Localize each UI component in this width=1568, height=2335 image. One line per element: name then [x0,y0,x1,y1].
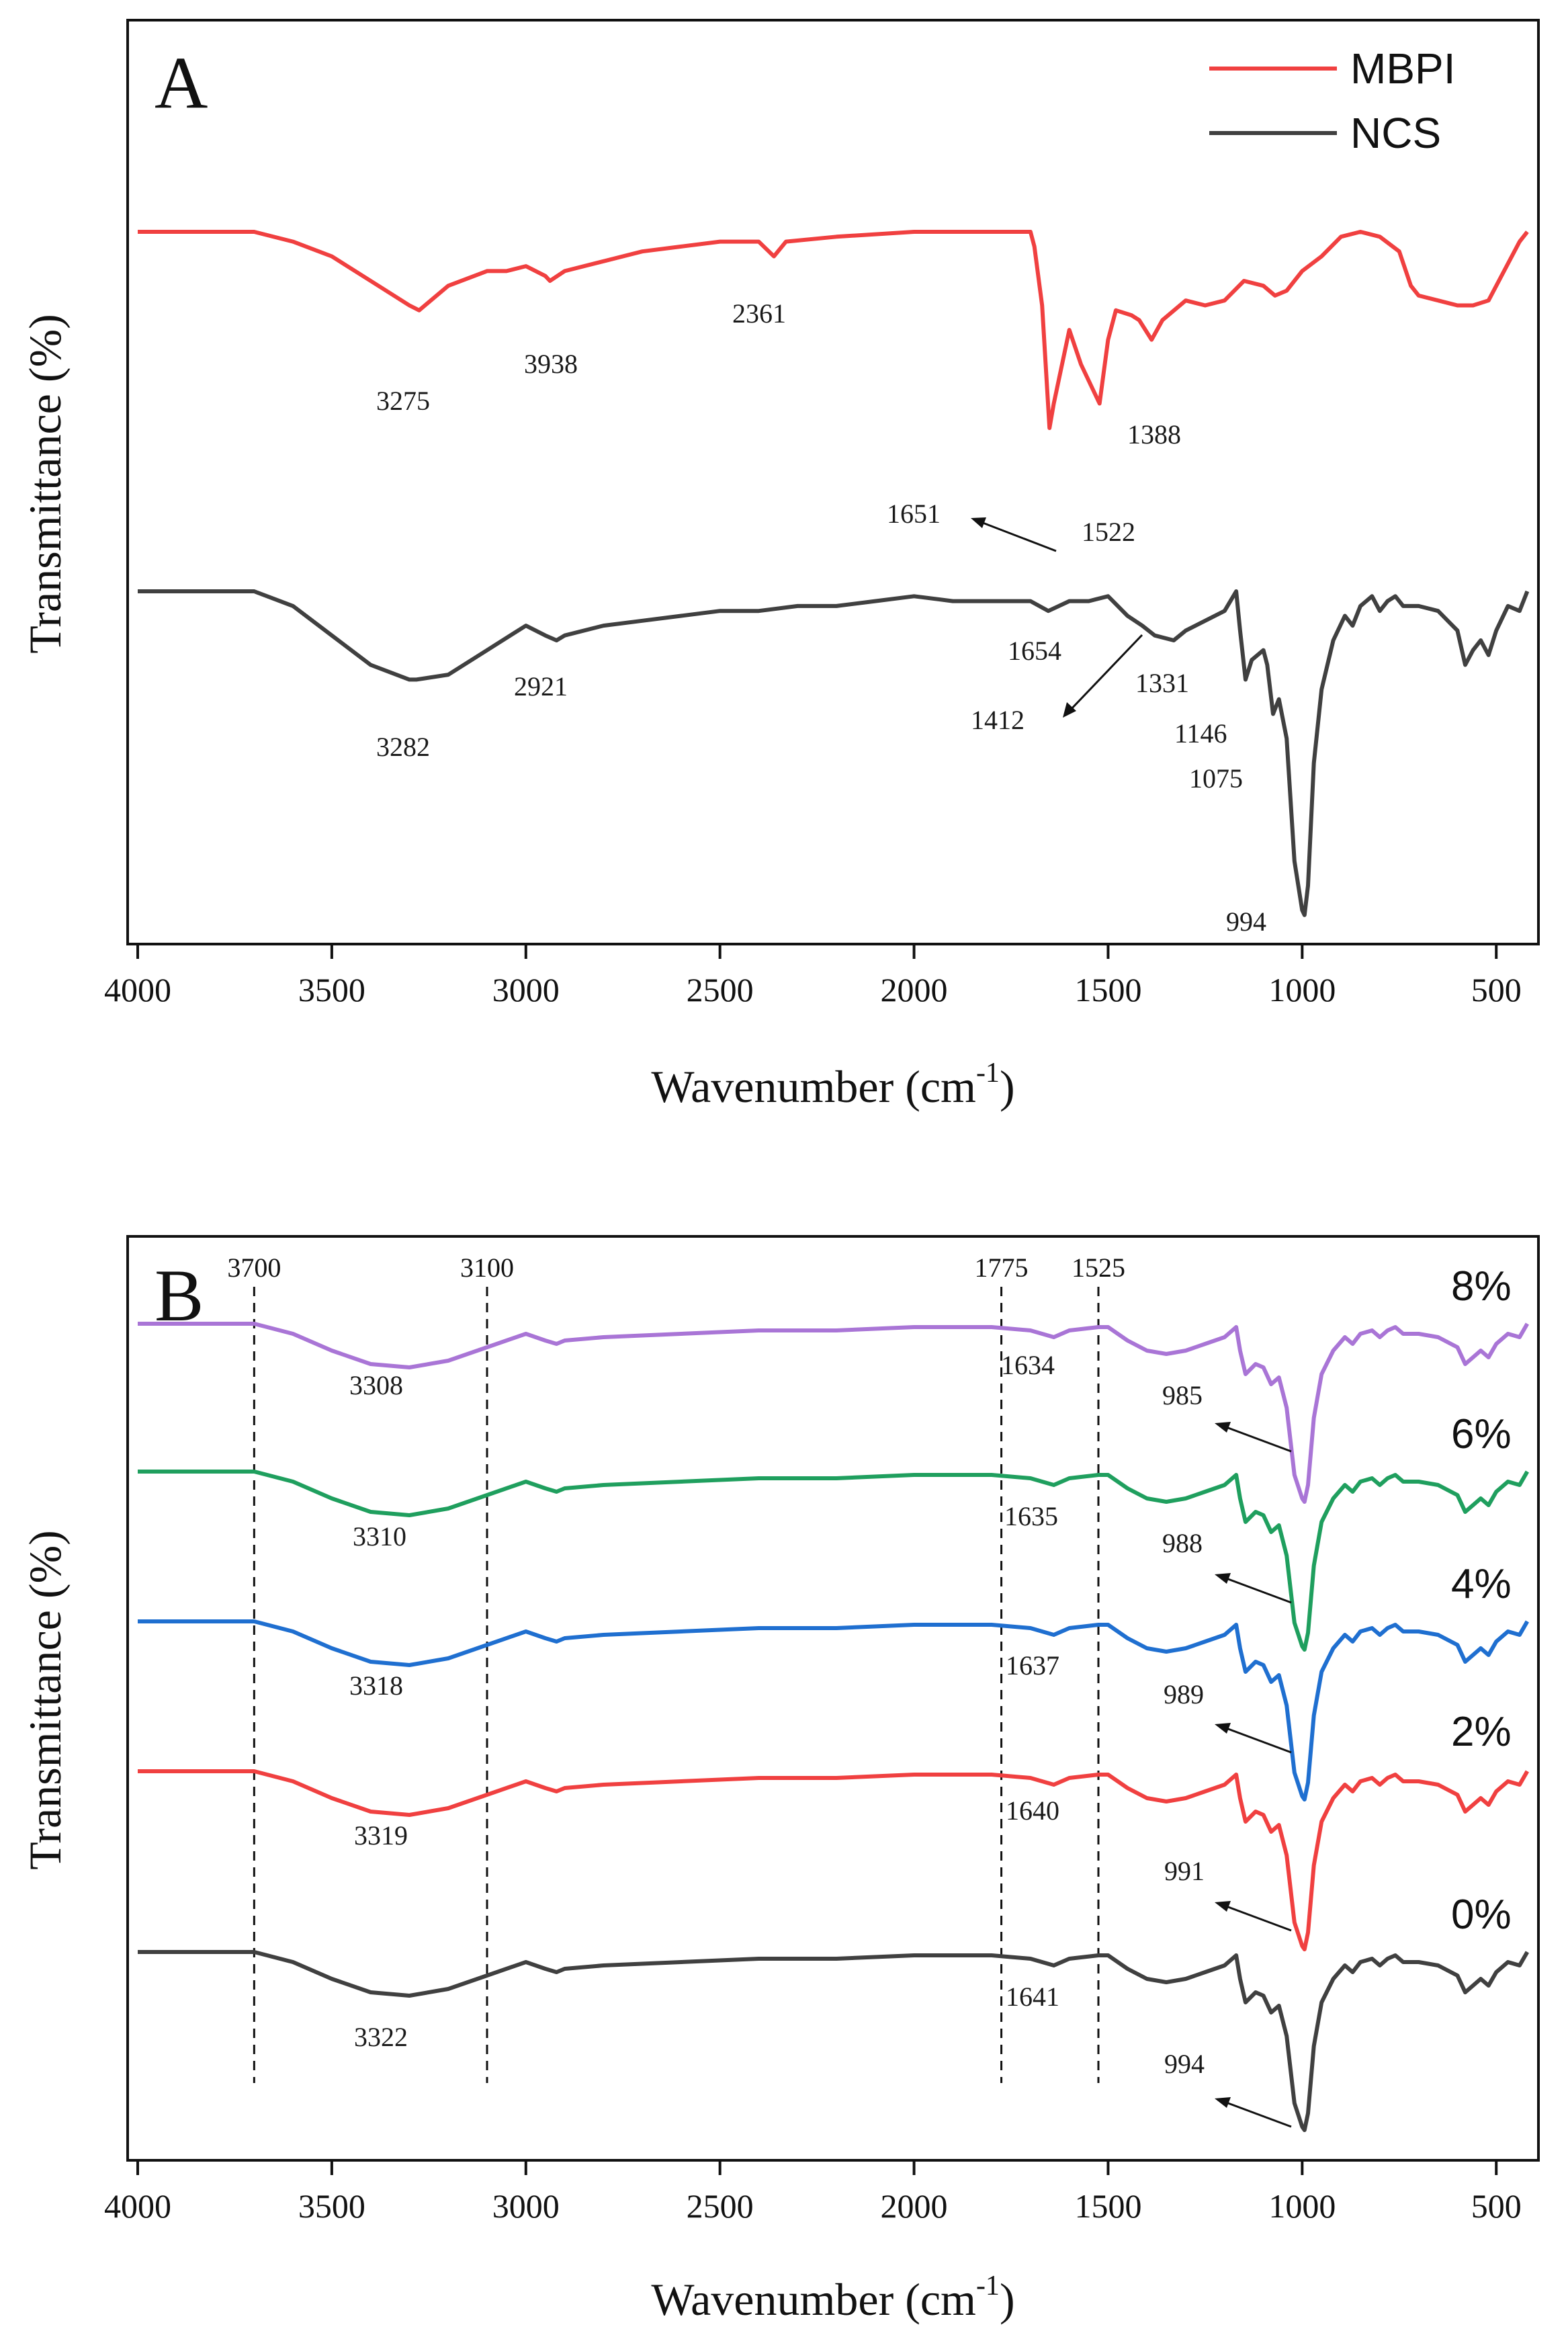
annotation-arrow [1222,1425,1292,1453]
x-axis-label-end: ) [1000,2274,1015,2325]
annotation-arrow [1222,1904,1292,1932]
annotation-arrowhead [1215,1422,1231,1433]
x-tick-label: 2000 [881,2187,948,2225]
peak-label: 1640 [1006,1795,1059,1826]
legend-label-mbpi: MBPI [1350,44,1455,93]
x-axis-label-sup: -1 [976,1058,1000,1089]
panel-a-frame [126,19,1540,945]
x-axis-label: Wavenumber (cm-1) [651,1058,1014,1112]
peak-label: 3938 [524,349,578,379]
x-tick-label: 2500 [687,971,754,1009]
panel-a-letter: A [155,42,208,124]
x-tick-label: 3500 [298,971,365,1009]
peak-label: 1635 [1004,1501,1058,1531]
x-axis-label-main: Wavenumber (cm [651,1061,976,1112]
dashed-guide-label: 1525 [1072,1253,1125,1283]
peak-label: 1412 [971,705,1025,735]
peak-label: 1331 [1135,668,1189,698]
y-axis-label: Transmittance (%) [19,1530,71,1869]
peak-label: 3275 [376,386,430,416]
peak-label: 985 [1162,1380,1203,1410]
x-tick-label: 3000 [492,971,560,1009]
concentration-label: 2% [1451,1709,1512,1755]
annotation-arrow [977,519,1057,552]
concentration-label: 0% [1451,1892,1512,1938]
peak-label: 1388 [1127,419,1181,450]
x-tick-label: 2000 [881,971,948,1009]
panel-b-frame [126,1235,1540,2162]
y-axis-label: Transmittance (%) [19,314,71,653]
x-axis-ticks: 4000 3500 3000 2500 2000 1500 1000 500 [104,2160,1522,2225]
x-tick-label: 3000 [492,2187,560,2225]
x-tick-label: 1500 [1074,971,1141,1009]
x-axis-label-sup: -1 [976,2270,1000,2301]
annotation-arrowhead [1215,2097,1231,2108]
concentration-label: 4% [1451,1561,1512,1607]
peak-label: 988 [1162,1528,1203,1558]
dashed-guide-label: 3700 [227,1253,281,1283]
legend: MBPI NCS [1209,44,1455,157]
annotation-arrow [1222,1576,1292,1604]
x-tick-label: 1000 [1268,2187,1336,2225]
peak-label: 1522 [1082,517,1135,547]
panel-b: B 3700 3100 1775 1525 330816349858%33101635… [19,1235,1540,2325]
peak-label: 989 [1164,1679,1204,1709]
series-group: 3308 1634 985 8% 3310 1635 988 6% 3318 1637 989 4% 3… [138,1263,1530,2132]
annotation-arrow [1222,1726,1292,1754]
series-line-4pct [138,1619,1530,1801]
x-axis-ticks: 4000 3500 3000 2500 2000 1500 1000 500 [104,944,1522,1009]
annotation-arrowhead [1215,1723,1231,1734]
x-tick-label: 4000 [104,2187,171,2225]
x-tick-label: 3500 [298,2187,365,2225]
series-line-mbpi [138,230,1529,430]
x-axis-label-end: ) [1000,1061,1015,1112]
x-axis-label: Wavenumber (cm-1) [651,2270,1014,2325]
peak-label: 3282 [376,732,430,762]
annotation-arrow [1067,634,1143,714]
peak-label: 3310 [353,1521,406,1552]
peak-label: 1634 [1001,1350,1055,1380]
series-line-6pct [138,1470,1530,1652]
legend-label-ncs: NCS [1350,109,1441,157]
peak-label: 3322 [354,2022,408,2052]
x-tick-label: 1500 [1074,2187,1141,2225]
x-tick-label: 500 [1471,2187,1522,2225]
x-tick-label: 2500 [687,2187,754,2225]
peak-label: 3308 [349,1370,403,1400]
x-tick-label: 500 [1471,971,1522,1009]
dashed-guide-label: 1775 [975,1253,1029,1283]
peak-label: 1641 [1006,1982,1059,2012]
series-line-8pct [138,1322,1530,1504]
peak-label: 3319 [354,1820,408,1851]
concentration-label: 8% [1451,1263,1512,1310]
x-tick-label: 1000 [1268,971,1336,1009]
panel-a: A MBPI NCS 3275 3938 2361 1388 1651 1522… [19,19,1540,1112]
dashed-guide-label: 3100 [460,1253,514,1283]
peak-label: 1654 [1008,636,1061,666]
peak-label: 994 [1164,2049,1205,2079]
annotation-arrows [1215,1422,1292,2128]
annotation-arrowhead [971,517,986,528]
peak-label: 1075 [1189,763,1243,794]
x-axis-label-main: Wavenumber (cm [651,2274,976,2325]
peak-label: 3318 [349,1670,403,1701]
dashed-guides: 3700 3100 1775 1525 [227,1253,1125,2083]
annotation-arrowhead [1215,1901,1231,1912]
peak-label: 2921 [514,671,568,702]
annotation-arrow [1222,2100,1292,2128]
series-line-2pct [138,1769,1530,1951]
series-line-ncs [138,589,1530,917]
annotation-arrowhead [1063,702,1076,718]
peak-label: 991 [1164,1856,1205,1886]
peak-label: 1146 [1174,718,1227,749]
x-tick-label: 4000 [104,971,171,1009]
peak-label: 1637 [1006,1650,1059,1681]
peak-label: 994 [1226,906,1266,937]
series-line-0pct [138,1950,1530,2132]
concentration-label: 6% [1451,1411,1512,1457]
peak-label: 1651 [887,499,941,529]
peak-label: 2361 [732,298,786,329]
annotation-arrowhead [1215,1573,1231,1584]
